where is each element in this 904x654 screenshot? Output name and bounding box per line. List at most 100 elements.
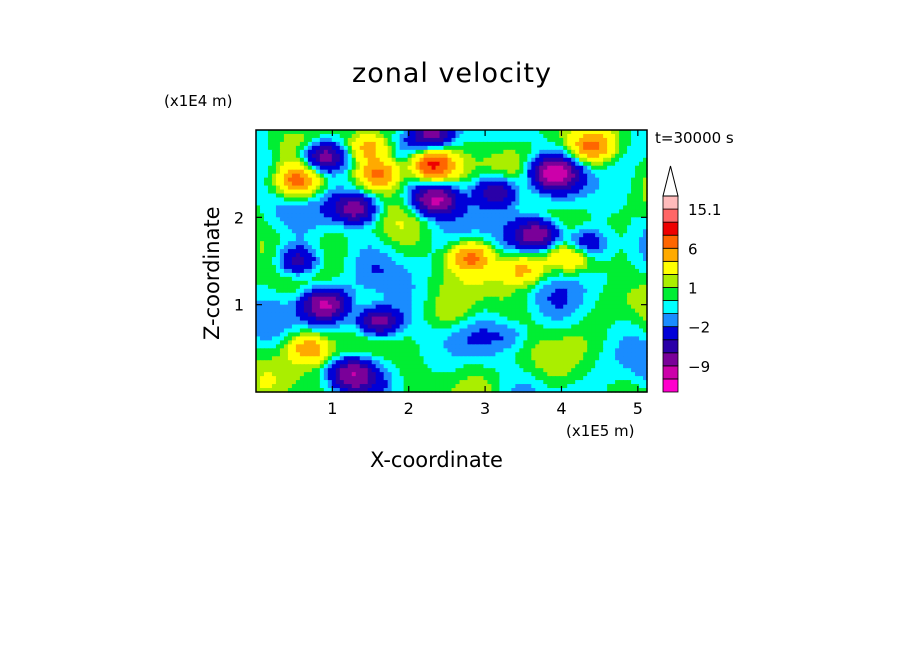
field-cell [547,145,552,151]
field-cell [539,288,544,294]
field-cell [543,197,548,203]
field-cell [375,316,381,322]
field-cell [371,221,377,226]
field-cell [523,237,528,242]
field-cell [527,237,532,242]
field-cell [471,229,477,234]
field-cell [335,268,341,274]
field-cell [267,217,273,222]
field-cell [339,324,345,330]
field-cell [443,261,449,266]
field-cell [387,161,393,167]
field-cell [559,233,564,238]
field-cell [259,245,265,250]
field-cell [307,292,313,298]
field-cell [303,169,309,175]
field-cell [539,205,544,210]
field-cell [471,185,477,191]
field-cell [415,197,421,203]
field-cell [287,296,293,302]
field-cell [295,141,301,147]
field-cell [275,225,281,230]
field-cell [407,157,413,163]
field-cell [399,296,405,302]
field-cell [407,165,413,171]
field-cell [463,201,469,207]
field-cell [503,233,508,238]
field-cell [487,268,492,274]
field-cell [491,225,496,230]
field-cell [307,229,313,234]
field-cell [555,257,560,262]
field-cell [407,245,413,250]
field-cell [543,296,548,302]
field-cell [467,177,473,183]
field-cell [431,169,437,175]
field-cell [363,328,369,334]
field-cell [339,181,345,187]
field-cell [451,237,457,242]
field-cell [395,229,401,234]
field-cell [435,261,441,266]
field-cell [643,257,648,262]
field-cell [543,185,548,191]
field-cell [607,181,612,187]
field-cell [463,292,469,298]
field-cell [615,177,620,183]
field-cell [435,221,441,226]
field-cell [271,157,277,163]
field-cell [487,253,492,258]
field-cell [363,233,369,238]
field-cell [343,181,349,187]
field-cell [367,161,373,167]
field-cell [595,308,600,314]
field-cell [383,197,389,203]
field-cell [587,169,592,175]
field-cell [591,137,596,143]
field-cell [591,201,596,207]
field-cell [631,197,636,203]
field-cell [371,276,377,282]
field-cell [635,229,640,234]
field-cell [483,268,489,274]
field-cell [623,304,628,310]
field-cell [491,320,496,326]
field-cell [291,229,297,234]
field-cell [395,181,401,187]
field-cell [599,161,604,167]
field-cell [419,209,425,214]
field-cell [423,149,429,155]
field-cell [451,284,457,290]
field-cell [267,316,273,322]
field-cell [595,169,600,175]
field-cell [599,241,604,246]
field-cell [555,296,560,302]
field-cell [387,249,393,254]
field-cell [363,133,369,139]
field-cell [335,316,341,322]
field-cell [479,189,485,195]
field-cell [331,177,337,183]
field-cell [359,213,365,218]
field-cell [327,193,333,199]
field-cell [323,161,329,167]
field-cell [639,173,644,179]
field-cell [499,296,504,302]
field-cell [471,324,477,330]
field-cell [267,165,273,171]
field-cell [555,177,560,183]
field-cell [627,237,632,242]
field-cell [527,292,532,298]
field-cell [615,264,620,270]
field-cell [331,316,337,322]
field-cell [256,280,261,286]
field-cell [563,253,568,258]
field-cell [519,272,524,278]
field-cell [351,133,357,139]
field-cell [387,324,393,330]
field-cell [535,264,540,270]
field-cell [307,272,313,278]
field-cell [519,130,524,135]
field-cell [367,149,373,155]
field-cell [331,268,337,274]
